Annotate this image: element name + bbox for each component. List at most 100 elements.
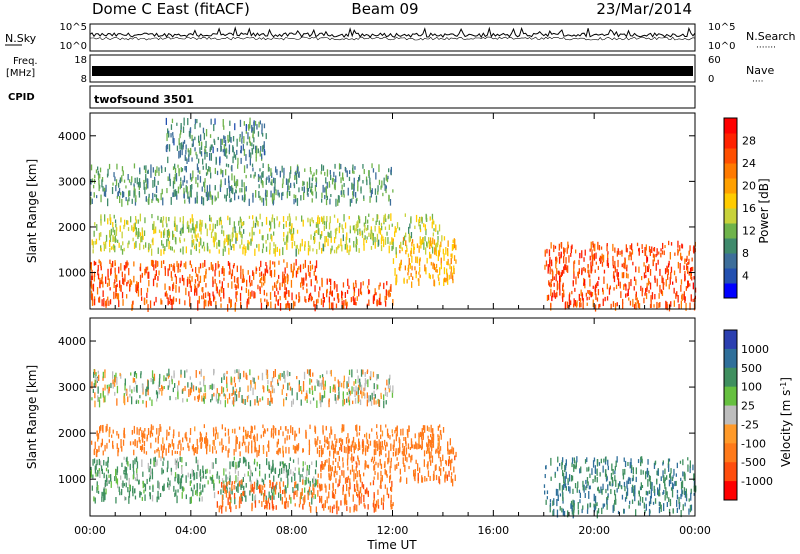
echo-cell: [128, 490, 131, 498]
echo-cell: [654, 277, 656, 283]
echo-cell: [386, 231, 388, 236]
echo-cell: [578, 293, 580, 302]
echo-cell: [386, 392, 388, 397]
echo-cell: [124, 383, 126, 391]
echo-cell: [323, 463, 325, 470]
echo-cell: [365, 240, 368, 244]
echo-cell: [166, 467, 168, 473]
echo-cell: [226, 481, 228, 487]
echo-cell: [667, 274, 669, 280]
echo-cell: [361, 232, 364, 239]
echo-cell: [310, 280, 312, 287]
echo-cell: [278, 260, 280, 265]
echo-cell: [106, 442, 108, 449]
echo-cell: [406, 457, 408, 463]
echo-cell: [588, 491, 590, 499]
colorbar-frame: [723, 329, 738, 501]
echo-cell: [107, 168, 109, 176]
echo-cell: [689, 504, 692, 513]
echo-cell: [273, 242, 275, 247]
echo-cell: [591, 292, 594, 297]
echo-cell: [381, 440, 383, 448]
echo-cell: [177, 444, 179, 450]
echo-cell: [252, 387, 254, 396]
echo-cell: [193, 245, 196, 250]
echo-cell: [238, 369, 240, 377]
echo-cell: [342, 487, 344, 496]
date-label: 23/Mar/2014: [596, 0, 692, 18]
echo-cell: [170, 133, 172, 138]
echo-cell: [212, 281, 214, 288]
echo-cell: [617, 510, 620, 514]
echo-cell: [330, 429, 333, 435]
echo-cell: [589, 485, 591, 490]
echo-cell: [98, 297, 100, 303]
echo-cell: [199, 122, 201, 128]
echo-cell: [306, 188, 309, 196]
echo-cell: [148, 196, 150, 205]
echo-cell: [354, 397, 357, 404]
noise-left-label: N.Sky: [5, 32, 37, 45]
echo-cell: [358, 500, 360, 506]
echo-cell: [255, 447, 257, 452]
echo-cell: [148, 271, 150, 279]
echo-cell: [235, 286, 237, 291]
echo-cell: [301, 488, 303, 496]
echo-cell: [129, 441, 132, 446]
echo-cell: [430, 254, 432, 259]
echo-cell: [325, 221, 327, 229]
echo-cell: [110, 267, 112, 274]
echo-cell: [615, 284, 618, 290]
echo-cell: [592, 460, 595, 468]
echo-cell: [195, 234, 197, 241]
echo-cell: [266, 458, 268, 466]
echo-cell: [333, 249, 336, 254]
echo-cell: [179, 149, 181, 158]
echo-cell: [249, 121, 251, 129]
echo-cell: [150, 458, 152, 465]
echo-cell: [106, 423, 108, 431]
echo-cell: [577, 502, 579, 510]
echo-cell: [348, 398, 351, 406]
echo-cell: [645, 265, 647, 274]
echo-cell: [669, 276, 671, 285]
echo-cell: [206, 242, 209, 251]
echo-cell: [407, 272, 409, 276]
echo-cell: [212, 462, 214, 469]
echo-cell: [324, 459, 326, 466]
echo-cell: [114, 376, 116, 383]
echo-cell: [680, 477, 682, 481]
echo-cell: [373, 456, 376, 462]
echo-cell: [298, 171, 300, 178]
echo-cell: [269, 249, 271, 255]
echo-cell: [218, 291, 220, 296]
echo-cell: [563, 293, 565, 298]
echo-cell: [331, 506, 334, 514]
echo-cell: [324, 171, 326, 176]
echo-cell: [343, 380, 345, 389]
y-tick-label: 4000: [58, 130, 86, 143]
echo-cell: [305, 429, 307, 438]
echo-cell: [422, 425, 425, 430]
echo-cell: [334, 163, 336, 169]
echo-cell: [610, 489, 612, 495]
echo-cell: [439, 244, 441, 253]
echo-cell: [171, 375, 173, 382]
echo-cell: [315, 480, 318, 486]
echo-cell: [242, 398, 244, 404]
echo-cell: [117, 239, 119, 243]
echo-cell: [382, 446, 384, 450]
echo-cell: [561, 460, 563, 466]
echo-cell: [221, 225, 223, 229]
echo-cell: [592, 241, 594, 246]
echo-cell: [213, 295, 215, 302]
echo-cell: [336, 438, 338, 444]
echo-cell: [272, 464, 274, 472]
echo-cell: [163, 248, 165, 255]
colorbar-tick-label: 25: [741, 400, 755, 413]
echo-cell: [212, 291, 214, 297]
echo-cell: [377, 472, 379, 480]
echo-cell: [348, 238, 351, 243]
echo-cell: [225, 474, 227, 482]
echo-cell: [418, 217, 421, 223]
